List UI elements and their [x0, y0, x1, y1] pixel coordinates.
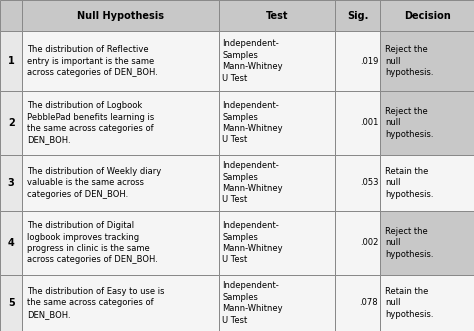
Text: Reject the
null
hypothesis.: Reject the null hypothesis.: [385, 227, 433, 259]
Bar: [335, 0, 380, 31]
Text: The distribution of Easy to use is
the same across categories of
DEN_BOH.: The distribution of Easy to use is the s…: [27, 287, 164, 319]
Text: The distribution of Weekly diary
valuable is the same across
categories of DEN_B: The distribution of Weekly diary valuabl…: [27, 167, 161, 199]
Text: Independent-
Samples
Mann-Whitney
U Test: Independent- Samples Mann-Whitney U Test: [222, 221, 283, 264]
Text: Independent-
Samples
Mann-Whitney
U Test: Independent- Samples Mann-Whitney U Test: [222, 281, 283, 325]
Bar: [0, 0, 22, 31]
Text: .002: .002: [360, 238, 378, 247]
Bar: [219, 31, 335, 91]
Bar: [380, 275, 474, 331]
Text: .053: .053: [360, 178, 378, 187]
Bar: [219, 155, 335, 211]
Bar: [335, 155, 380, 211]
Bar: [335, 211, 380, 275]
Bar: [0, 275, 22, 331]
Text: The distribution of Logbook
PebblePad benefits learning is
the same across categ: The distribution of Logbook PebblePad be…: [27, 101, 154, 144]
Text: .078: .078: [360, 298, 378, 307]
Text: Independent-
Samples
Mann-Whitney
U Test: Independent- Samples Mann-Whitney U Test: [222, 39, 283, 83]
Text: 5: 5: [8, 298, 15, 308]
Bar: [335, 31, 380, 91]
Text: .001: .001: [360, 118, 378, 127]
Bar: [219, 91, 335, 155]
Text: Retain the
null
hypothesis.: Retain the null hypothesis.: [385, 287, 433, 319]
Text: Reject the
null
hypothesis.: Reject the null hypothesis.: [385, 107, 433, 139]
Bar: [335, 91, 380, 155]
Bar: [380, 155, 474, 211]
Text: The distribution of Digital
logbook improves tracking
progress in clinic is the : The distribution of Digital logbook impr…: [27, 221, 158, 264]
Bar: [22, 275, 219, 331]
Bar: [335, 275, 380, 331]
Text: 1: 1: [8, 56, 15, 66]
Bar: [380, 211, 474, 275]
Text: 4: 4: [8, 238, 15, 248]
Bar: [219, 0, 335, 31]
Bar: [22, 155, 219, 211]
Bar: [0, 31, 22, 91]
Text: The distribution of Reflective
entry is important is the same
across categories : The distribution of Reflective entry is …: [27, 45, 158, 77]
Text: Independent-
Samples
Mann-Whitney
U Test: Independent- Samples Mann-Whitney U Test: [222, 101, 283, 144]
Text: Independent-
Samples
Mann-Whitney
U Test: Independent- Samples Mann-Whitney U Test: [222, 161, 283, 205]
Bar: [22, 31, 219, 91]
Text: Test: Test: [266, 11, 288, 21]
Bar: [22, 0, 219, 31]
Text: Decision: Decision: [404, 11, 450, 21]
Text: 3: 3: [8, 178, 15, 188]
Bar: [22, 211, 219, 275]
Text: Null Hypothesis: Null Hypothesis: [77, 11, 164, 21]
Bar: [219, 211, 335, 275]
Bar: [0, 155, 22, 211]
Text: Sig.: Sig.: [347, 11, 368, 21]
Bar: [22, 91, 219, 155]
Text: Retain the
null
hypothesis.: Retain the null hypothesis.: [385, 167, 433, 199]
Text: .019: .019: [360, 57, 378, 66]
Bar: [219, 275, 335, 331]
Bar: [380, 0, 474, 31]
Bar: [0, 91, 22, 155]
Bar: [0, 211, 22, 275]
Text: 2: 2: [8, 118, 15, 128]
Bar: [380, 31, 474, 91]
Bar: [380, 91, 474, 155]
Text: Reject the
null
hypothesis.: Reject the null hypothesis.: [385, 45, 433, 77]
